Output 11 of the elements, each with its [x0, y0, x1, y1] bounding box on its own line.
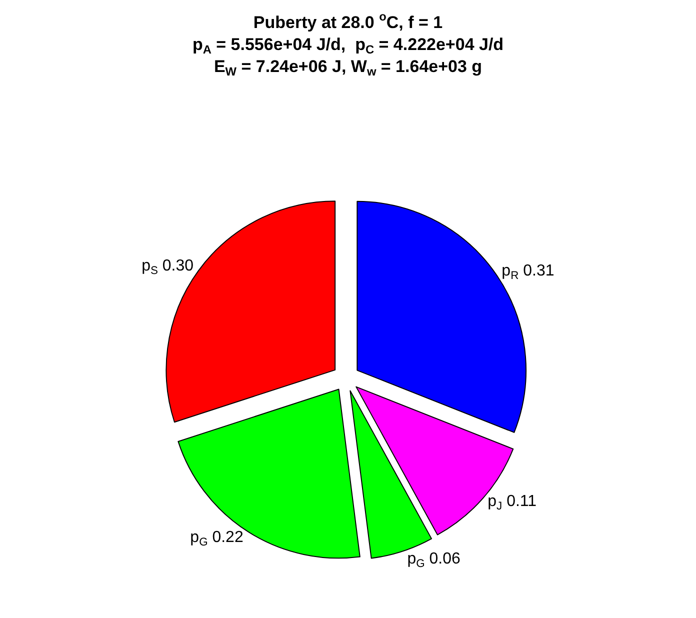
chart-title: Puberty at 28.0 $^{o}$C, f = 1 p$_{A}$ = 5.556e+04 J/d, p$_{C}$ = 4.222e+04 J/d E$_{W}$ = 7.24e+06 J, W$_{w}$ = 1.64e+03 g: [192, 10, 504, 79]
data-label: 0.30: [162, 258, 194, 275]
slice-label: p$_{R}$: [502, 262, 519, 282]
data-label: 0.31: [523, 262, 554, 280]
slice-label: p$_{G}$: [407, 550, 425, 570]
slice-label: p$_{J}$: [488, 493, 502, 512]
data-label: 0.22: [212, 529, 244, 546]
data-label: 0.11: [506, 493, 537, 510]
slice-label: p$_{G}$: [190, 529, 208, 548]
slice-label: p$_{S}$: [142, 258, 158, 278]
data-label: 0.06: [429, 550, 460, 568]
